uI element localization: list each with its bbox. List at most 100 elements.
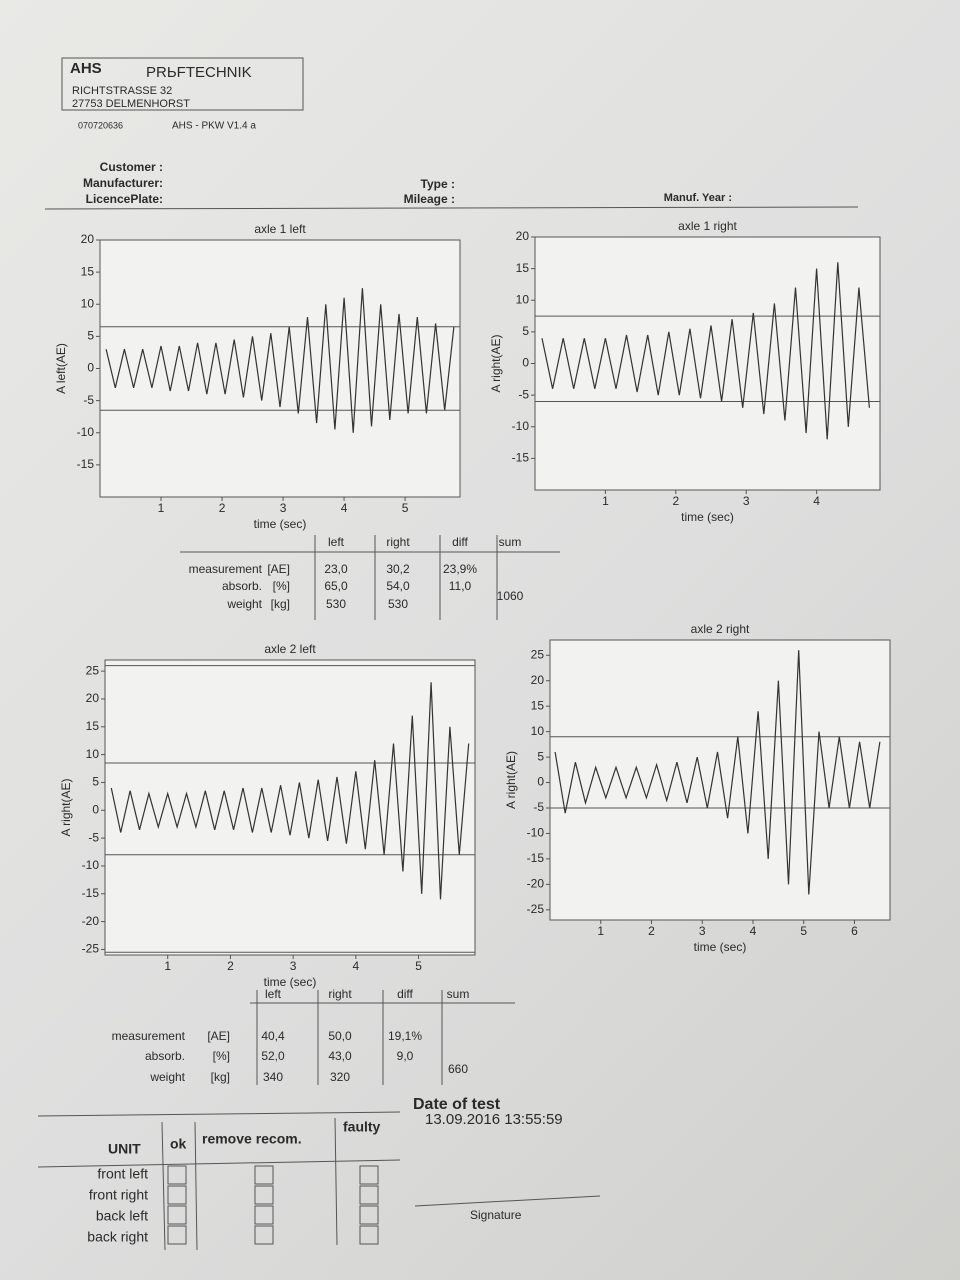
column-header: left: [328, 535, 345, 549]
y-tick-label: -15: [82, 886, 100, 900]
field-label: Customer :: [100, 160, 163, 174]
checkbox: [254, 1225, 274, 1245]
footer-line: [194, 1121, 198, 1251]
row-label: absorb.: [145, 1049, 185, 1063]
checkbox: [254, 1205, 274, 1225]
chart-title: axle 2 right: [691, 622, 750, 636]
x-tick-label: 1: [602, 494, 609, 508]
address: RICHTSTRASSE 32: [72, 85, 172, 97]
header-box: [61, 57, 304, 111]
y-tick-label: -10: [82, 858, 100, 872]
y-tick-label: -5: [88, 830, 99, 844]
x-axis-label: time (sec): [694, 940, 747, 954]
y-tick-label: -20: [527, 877, 545, 891]
table-cell: 320: [330, 1070, 350, 1084]
x-tick-label: 4: [813, 494, 820, 508]
column-header: right: [386, 535, 410, 549]
row-unit: [kg]: [211, 1070, 230, 1084]
table-cell: 65,0: [324, 579, 348, 593]
y-tick-label: 0: [87, 361, 94, 375]
y-axis-label: A right(AE): [59, 778, 73, 836]
checkbox: [359, 1165, 379, 1185]
plot-area: [99, 239, 461, 498]
field-label: Manuf. Year :: [664, 192, 732, 204]
checkbox: [167, 1185, 187, 1205]
signature: Signature: [470, 1208, 522, 1222]
footer-line: [334, 1117, 338, 1246]
row-unit: [%]: [213, 1049, 230, 1063]
x-tick-label: 3: [699, 924, 706, 938]
y-tick-label: -15: [77, 457, 95, 471]
signal-line: [110, 682, 470, 900]
table-cell: 530: [326, 597, 346, 611]
footer-line: [37, 1159, 401, 1168]
field-label: Type :: [421, 177, 455, 191]
checkbox: [167, 1225, 187, 1245]
field-label: LicencePlate:: [86, 192, 163, 206]
y-axis-label: A left(AE): [54, 343, 68, 394]
signature-line: [414, 1195, 601, 1207]
row-label: weight: [149, 1070, 185, 1084]
footer-line: [37, 1111, 401, 1117]
x-tick-label: 4: [353, 959, 360, 973]
table-cell: 40,4: [261, 1029, 285, 1043]
y-tick-label: 0: [522, 356, 529, 370]
y-tick-label: 5: [92, 775, 99, 789]
y-tick-label: 20: [81, 232, 95, 246]
y-tick-label: 5: [522, 324, 529, 338]
y-tick-label: -5: [533, 800, 544, 814]
x-tick-label: 2: [227, 959, 234, 973]
y-tick-label: 5: [537, 749, 544, 763]
unit-label: front right: [89, 1187, 148, 1203]
x-axis-label: time (sec): [681, 510, 734, 524]
x-tick-label: 5: [800, 924, 807, 938]
x-tick-label: 1: [158, 501, 165, 515]
row-label: weight: [226, 597, 262, 611]
y-tick-label: -25: [527, 902, 545, 916]
row-label: measurement: [112, 1029, 186, 1043]
company-name: PRЬFTECHNIK: [146, 64, 252, 81]
y-tick-label: -5: [83, 393, 94, 407]
y-tick-label: 0: [92, 802, 99, 816]
code: 070720636: [78, 120, 123, 130]
y-tick-label: 5: [87, 329, 94, 343]
y-tick-label: -15: [527, 851, 545, 865]
x-tick-label: 1: [164, 959, 171, 973]
y-tick-label: 15: [531, 698, 545, 712]
y-tick-label: 20: [531, 673, 545, 687]
checkbox: [359, 1225, 379, 1245]
x-tick-label: 3: [743, 494, 750, 508]
x-axis-label: time (sec): [254, 517, 307, 531]
y-tick-label: -5: [518, 387, 529, 401]
y-tick-label: 15: [516, 261, 530, 275]
chart-title: axle 1 right: [678, 219, 737, 233]
column-header: diff: [452, 535, 468, 549]
plot-area: [549, 639, 891, 921]
x-axis-label: time (sec): [264, 975, 317, 989]
x-tick-label: 5: [402, 501, 409, 515]
checkbox: [254, 1185, 274, 1205]
y-tick-label: 15: [81, 264, 95, 278]
field-label: Mileage :: [404, 192, 455, 206]
plot-area: [104, 659, 476, 956]
row-unit: [AE]: [207, 1029, 230, 1043]
table-cell: 19,1%: [388, 1029, 422, 1043]
table-cell: 530: [388, 597, 408, 611]
field-label: Manufacturer:: [83, 176, 163, 190]
table-cell: 30,2: [386, 562, 410, 576]
y-tick-label: 10: [86, 747, 100, 761]
column-header: diff: [397, 987, 413, 1001]
y-tick-label: 10: [81, 296, 95, 310]
x-tick-label: 4: [341, 501, 348, 515]
unit-label: back right: [87, 1229, 148, 1245]
x-tick-label: 1: [597, 924, 604, 938]
x-tick-label: 4: [750, 924, 757, 938]
y-tick-label: 10: [531, 724, 545, 738]
y-tick-label: -20: [82, 914, 100, 928]
column-header: right: [328, 987, 352, 1001]
date: 13.09.2016 13:55:59: [425, 1111, 563, 1128]
table-cell: 23,9%: [443, 562, 477, 576]
chart-title: axle 1 left: [254, 222, 306, 236]
y-tick-label: 10: [516, 292, 530, 306]
